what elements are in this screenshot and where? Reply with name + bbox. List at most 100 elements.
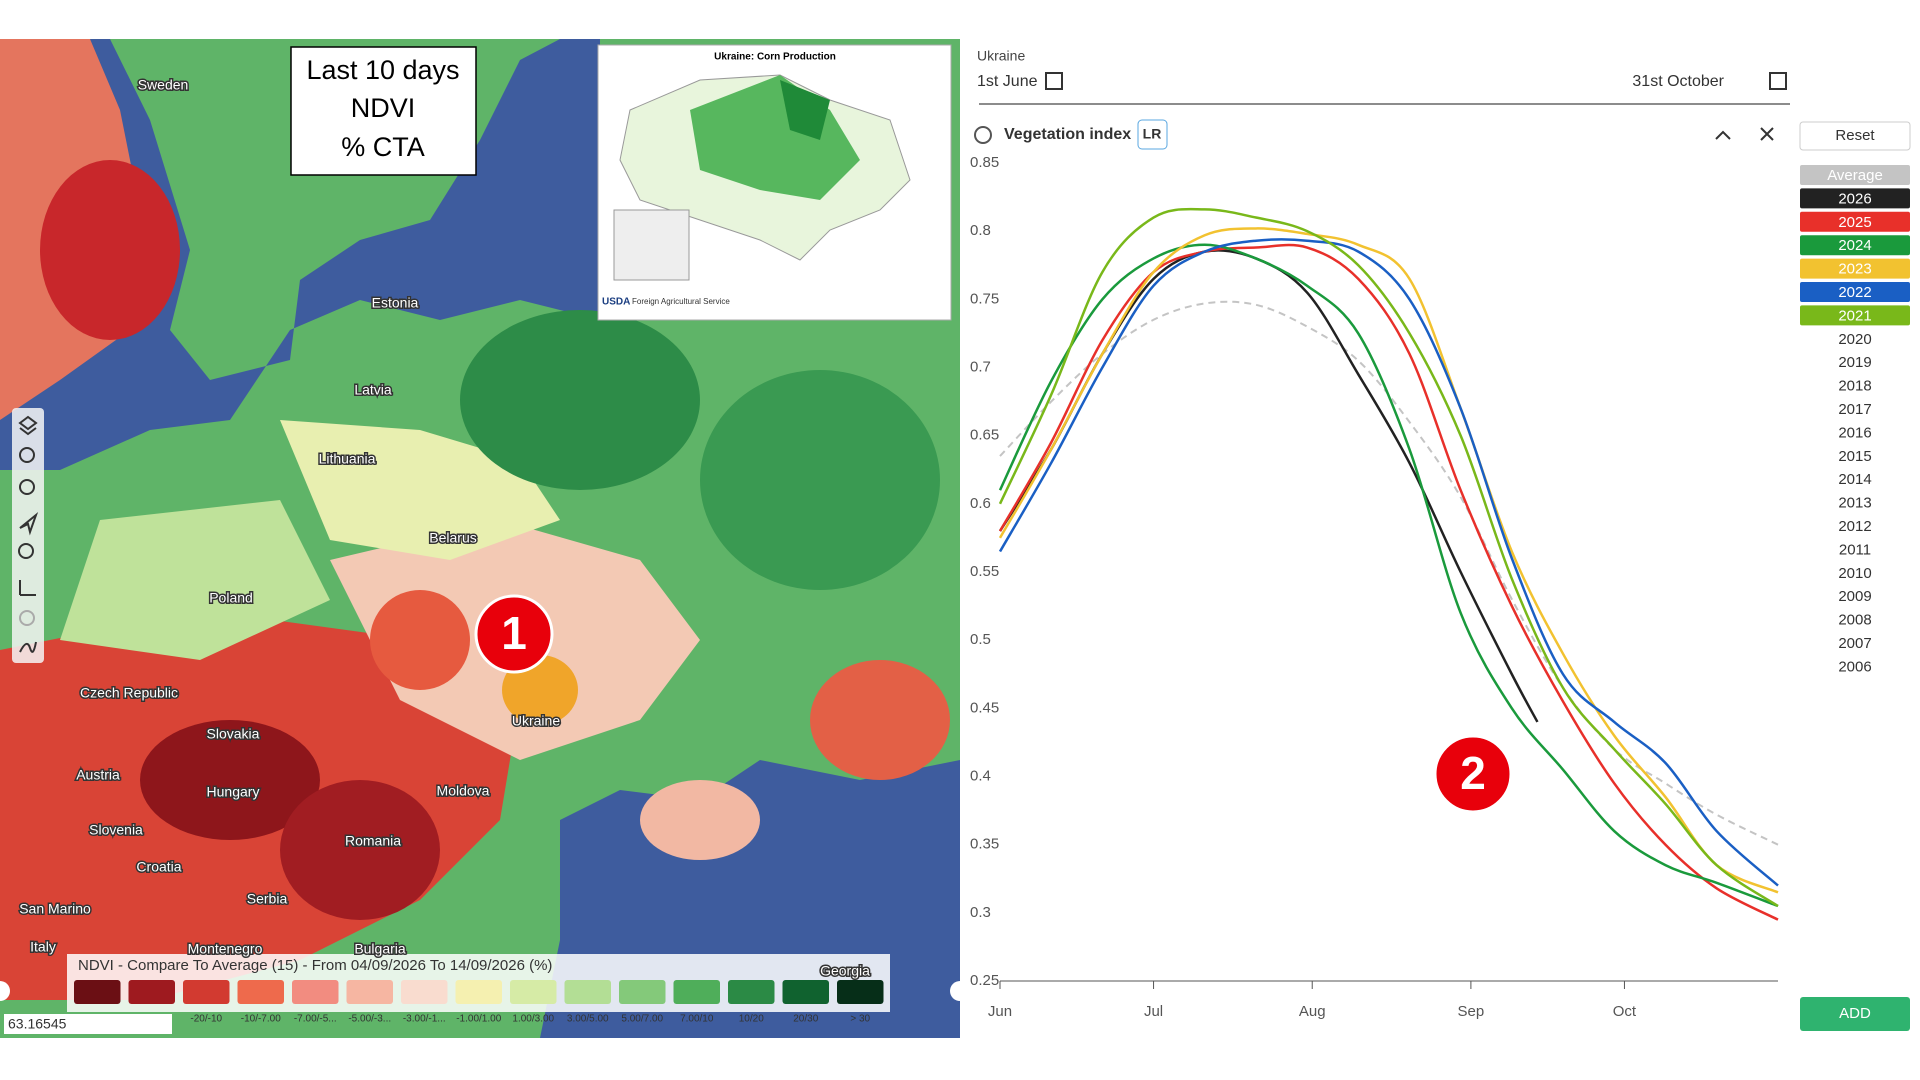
- year-option[interactable]: 2010: [1838, 565, 1871, 582]
- year-option[interactable]: 2009: [1838, 588, 1871, 605]
- legend-label: 2025: [1838, 214, 1871, 231]
- country-label: San Marino: [19, 901, 91, 917]
- search-button[interactable]: [18, 543, 34, 559]
- legend-button[interactable]: [1800, 258, 1910, 279]
- y-tick-label: 0.5: [970, 631, 991, 648]
- legend-label: 2022: [1838, 284, 1871, 301]
- y-tick-label: 0.45: [970, 699, 999, 716]
- year-option[interactable]: 2008: [1838, 612, 1871, 629]
- mode-button[interactable]: [1137, 119, 1168, 150]
- map[interactable]: Last 10 days NDVI % CTA Ukraine: Corn Pr…: [0, 39, 970, 1038]
- globe-icon: [974, 126, 992, 144]
- chart: 0.25 0.3 0.35 0.4 0.45 0.5 0.55 0.6 0.65 0.7 0.75 0…: [970, 154, 1910, 1020]
- series-line: [999, 300, 1779, 846]
- country-label: Georgia: [820, 963, 870, 979]
- country-label: Montenegro: [188, 941, 263, 957]
- region: [280, 780, 440, 920]
- year-option[interactable]: 2006: [1838, 658, 1871, 675]
- legend-label: 3.00/5.00: [567, 1014, 609, 1025]
- series-line: [998, 238, 1779, 887]
- year-option[interactable]: 2017: [1838, 401, 1871, 418]
- x-tick-label: Jul: [1144, 1003, 1163, 1020]
- start-date[interactable]: 1st June: [977, 73, 1038, 90]
- year-option[interactable]: 2011: [1839, 541, 1871, 558]
- calendar-icon[interactable]: [1045, 72, 1063, 90]
- legend-swatch: [237, 980, 284, 1004]
- year-option[interactable]: 2019: [1838, 354, 1871, 371]
- region: [370, 590, 470, 690]
- y-tick-label: 0.6: [970, 495, 991, 512]
- country-label: Moldova: [437, 783, 490, 799]
- layers-button[interactable]: [18, 415, 38, 436]
- country-label: Czech Republic: [80, 685, 178, 701]
- close-button[interactable]: [1760, 127, 1774, 141]
- y-tick-label: 0.85: [970, 154, 999, 171]
- legend-label: -5.00/-3...: [348, 1014, 391, 1025]
- y-tick-label: 0.35: [970, 836, 999, 853]
- locate-button[interactable]: [19, 511, 39, 536]
- legend-title: NDVI - Compare To Average (15) - From 04…: [78, 957, 552, 974]
- legend-label: 2023: [1838, 261, 1871, 278]
- year-option[interactable]: 2020: [1838, 331, 1871, 348]
- y-tick-label: 0.7: [970, 358, 991, 375]
- country-label: Austria: [76, 767, 120, 783]
- draw-button[interactable]: [19, 641, 37, 653]
- add-label: ADD: [1839, 1005, 1871, 1022]
- legend-label: 2026: [1838, 190, 1871, 207]
- year-option[interactable]: 2014: [1838, 471, 1871, 488]
- country-label: Hungary: [207, 784, 260, 800]
- coords-box: [4, 1014, 172, 1034]
- country-label: Slovakia: [207, 726, 260, 742]
- zoom-out-button[interactable]: [19, 479, 35, 495]
- add-button[interactable]: [1800, 997, 1910, 1031]
- inset-title: Ukraine: Corn Production: [714, 52, 836, 63]
- legend-button[interactable]: [1800, 282, 1910, 302]
- map-next[interactable]: [950, 981, 970, 1001]
- year-option[interactable]: 2018: [1838, 378, 1871, 395]
- calendar-icon[interactable]: [1769, 72, 1787, 90]
- legend-label: 7.00/10: [680, 1014, 714, 1025]
- year-option[interactable]: 2012: [1838, 518, 1871, 535]
- year-option[interactable]: 2015: [1838, 448, 1871, 465]
- series-line: [998, 227, 1779, 894]
- legend-swatch: [510, 980, 557, 1004]
- country-label: Serbia: [247, 891, 288, 907]
- x-tick-label: Sep: [1458, 1003, 1485, 1020]
- legend-button[interactable]: [1800, 165, 1910, 185]
- zoom-in-button[interactable]: [19, 447, 35, 463]
- overlay-text: % CTA: [341, 132, 425, 162]
- y-tick-label: 0.75: [970, 290, 999, 307]
- legend-swatch: [564, 980, 611, 1004]
- region: [460, 310, 700, 490]
- legend-label: > 30: [850, 1014, 870, 1025]
- year-option[interactable]: 2013: [1838, 495, 1871, 512]
- legend-button[interactable]: [1800, 235, 1910, 256]
- legend-label: 2024: [1838, 237, 1871, 254]
- legend-swatch: [292, 980, 339, 1004]
- legend-button[interactable]: [1800, 211, 1910, 232]
- region: [40, 160, 180, 340]
- marker: [474, 594, 554, 674]
- legend-swatch: [728, 980, 775, 1004]
- collapse-button[interactable]: [1715, 130, 1731, 140]
- x-tick-label: Oct: [1613, 1003, 1637, 1020]
- legend-button[interactable]: [1800, 188, 1910, 209]
- gps-button[interactable]: [19, 610, 35, 626]
- country-label: Ukraine: [512, 713, 560, 729]
- legend-label: -7.00/-5...: [294, 1014, 337, 1025]
- reset-button[interactable]: [1799, 121, 1911, 151]
- region: [810, 660, 950, 780]
- legend-label: -10/-7.00: [241, 1014, 281, 1025]
- country-label: Croatia: [136, 859, 181, 875]
- measure-button[interactable]: [19, 580, 36, 596]
- overlay-text: NDVI: [351, 93, 416, 123]
- mode-label: LR: [1143, 126, 1162, 142]
- end-date[interactable]: 31st October: [1632, 73, 1724, 90]
- map-prev[interactable]: [0, 981, 10, 1001]
- year-option[interactable]: 2007: [1838, 635, 1871, 652]
- y-tick-label: 0.65: [970, 427, 999, 444]
- legend-swatch: [673, 980, 720, 1004]
- region: [700, 370, 940, 590]
- year-option[interactable]: 2016: [1838, 424, 1871, 441]
- legend-button[interactable]: [1800, 305, 1910, 326]
